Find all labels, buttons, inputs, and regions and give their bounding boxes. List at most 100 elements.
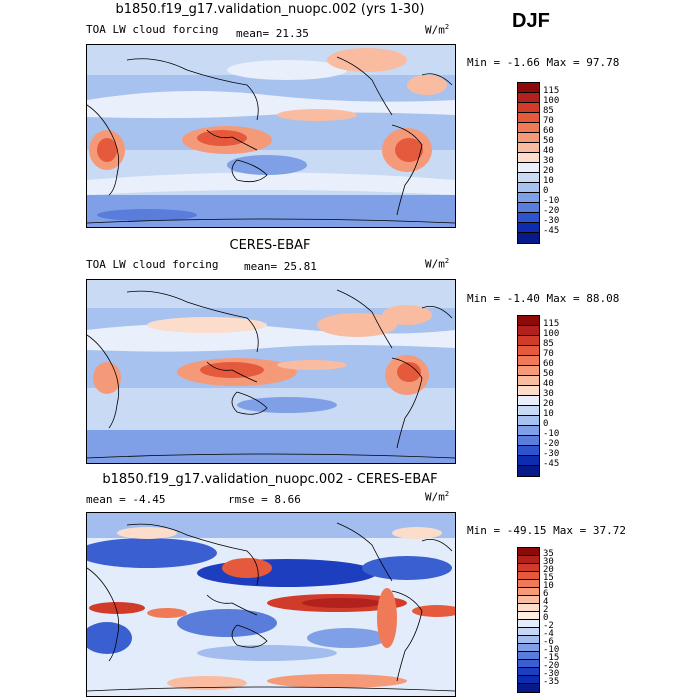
colorbar-swatch — [518, 580, 539, 588]
colorbar-tick-label: -2 — [543, 621, 554, 631]
colorbar-tick-label: 100 — [543, 329, 560, 339]
colorbar-tick-label: 0 — [543, 613, 549, 623]
colorbar-tick-label: 85 — [543, 106, 554, 116]
colorbar-swatch — [518, 233, 539, 243]
panel2-map — [86, 279, 456, 464]
colorbar-swatch — [518, 556, 539, 564]
colorbar-swatch — [518, 396, 539, 406]
panel3-title: b1850.f19_g17.validation_nuopc.002 - CER… — [102, 472, 438, 487]
colorbar-tick-label: 50 — [543, 369, 554, 379]
panel2-variable: TOA LW cloud forcing — [86, 258, 219, 271]
colorbar-tick-label: -35 — [543, 677, 560, 687]
colorbar-tick-label: 0 — [543, 419, 549, 429]
colorbar-swatch — [518, 183, 539, 193]
colorbar-swatch — [518, 326, 539, 336]
panel3-map — [86, 512, 456, 697]
colorbar-tick-label: -30 — [543, 449, 560, 459]
panel2-minmax: Min = -1.40 Max = 88.08 — [467, 292, 620, 305]
colorbar-tick-label: 70 — [543, 349, 554, 359]
colorbar-tick-label: 60 — [543, 126, 554, 136]
panel3-mean: mean = -4.45 — [86, 493, 166, 506]
colorbar-swatch — [518, 203, 539, 213]
colorbar-tick-label: 40 — [543, 379, 554, 389]
colorbar-swatch — [518, 628, 539, 636]
colorbar-tick-label: 30 — [543, 156, 554, 166]
colorbar-swatch — [518, 426, 539, 436]
colorbar-tick-label: 30 — [543, 557, 554, 567]
colorbar-swatch — [518, 386, 539, 396]
colorbar-tick-label: -20 — [543, 661, 560, 671]
colorbar-tick-label: 0 — [543, 186, 549, 196]
colorbar-swatch — [518, 223, 539, 233]
colorbar-tick-label: 85 — [543, 339, 554, 349]
colorbar-swatch — [518, 83, 539, 93]
panel3-units: W/m2 — [425, 490, 450, 504]
colorbar-tick-label: 10 — [543, 176, 554, 186]
colorbar-tick-label: 30 — [543, 389, 554, 399]
colorbar-swatch — [518, 133, 539, 143]
panel1-units: W/m2 — [425, 23, 450, 37]
panel2-units: W/m2 — [425, 257, 450, 271]
colorbar-swatch — [518, 173, 539, 183]
colorbar-tick-label: 20 — [543, 565, 554, 575]
colorbar-swatch — [518, 612, 539, 620]
panel3-rmse: rmse = 8.66 — [228, 493, 301, 506]
colorbar-tick-label: 20 — [543, 399, 554, 409]
colorbar-tick-label: -10 — [543, 196, 560, 206]
panel2-mean: mean= 25.81 — [244, 260, 317, 273]
colorbar-swatch — [518, 446, 539, 456]
colorbar-swatch — [518, 456, 539, 466]
colorbar-tick-label: 10 — [543, 409, 554, 419]
colorbar-swatch — [518, 620, 539, 628]
panel3-minmax: Min = -49.15 Max = 37.72 — [467, 524, 626, 537]
colorbar-swatch — [518, 564, 539, 572]
colorbar-swatch — [518, 366, 539, 376]
season-label: DJF — [512, 10, 550, 32]
panel2-colorbar — [517, 315, 540, 477]
colorbar-swatch — [518, 636, 539, 644]
colorbar-tick-label: -4 — [543, 629, 554, 639]
colorbar-tick-label: 40 — [543, 146, 554, 156]
colorbar-swatch — [518, 668, 539, 676]
colorbar-swatch — [518, 596, 539, 604]
colorbar-swatch — [518, 406, 539, 416]
colorbar-tick-label: -20 — [543, 206, 560, 216]
colorbar-swatch — [518, 123, 539, 133]
colorbar-swatch — [518, 572, 539, 580]
colorbar-tick-label: -15 — [543, 653, 560, 663]
colorbar-tick-label: 115 — [543, 319, 560, 329]
colorbar-swatch — [518, 113, 539, 123]
colorbar-tick-label: 70 — [543, 116, 554, 126]
panel1-mean: mean= 21.35 — [236, 27, 309, 40]
colorbar-tick-label: -10 — [543, 429, 560, 439]
panel1-colorbar — [517, 82, 540, 244]
colorbar-swatch — [518, 588, 539, 596]
colorbar-swatch — [518, 660, 539, 668]
colorbar-tick-label: 6 — [543, 589, 549, 599]
colorbar-swatch — [518, 416, 539, 426]
colorbar-tick-label: 60 — [543, 359, 554, 369]
colorbar-tick-label: -30 — [543, 216, 560, 226]
colorbar-swatch — [518, 93, 539, 103]
colorbar-swatch — [518, 356, 539, 366]
colorbar-swatch — [518, 684, 539, 692]
panel1-variable: TOA LW cloud forcing — [86, 23, 219, 36]
colorbar-swatch — [518, 316, 539, 326]
colorbar-swatch — [518, 436, 539, 446]
panel1-map — [86, 44, 456, 228]
colorbar-tick-label: 100 — [543, 96, 560, 106]
colorbar-swatch — [518, 336, 539, 346]
colorbar-tick-label: -10 — [543, 645, 560, 655]
colorbar-swatch — [518, 376, 539, 386]
colorbar-tick-label: -6 — [543, 637, 554, 647]
panel2-title: CERES-EBAF — [229, 238, 311, 253]
colorbar-swatch — [518, 676, 539, 684]
colorbar-swatch — [518, 346, 539, 356]
colorbar-tick-label: 15 — [543, 573, 554, 583]
panel3-colorbar — [517, 547, 540, 693]
panel1-title: b1850.f19_g17.validation_nuopc.002 (yrs … — [115, 2, 425, 17]
colorbar-tick-label: 4 — [543, 597, 549, 607]
colorbar-tick-label: 115 — [543, 86, 560, 96]
colorbar-tick-label: 2 — [543, 605, 549, 615]
colorbar-tick-label: 50 — [543, 136, 554, 146]
